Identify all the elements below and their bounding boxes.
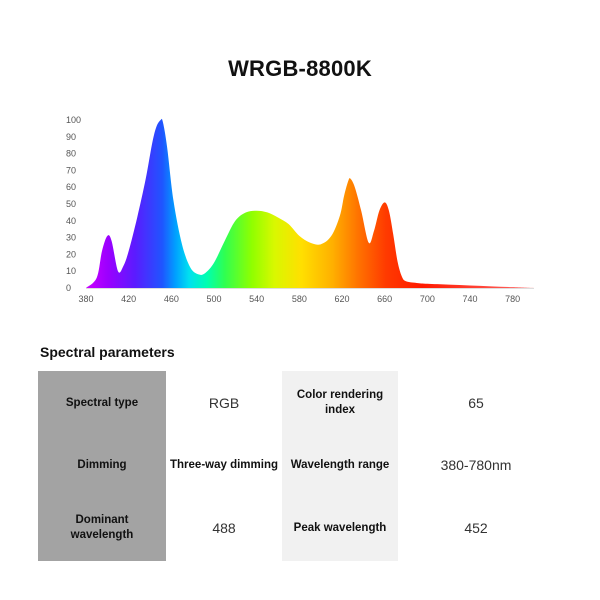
wavelength-range-value: 380-780nm — [440, 457, 512, 473]
x-tick-label: 780 — [505, 294, 520, 304]
y-tick-label: 10 — [66, 266, 76, 276]
peak-wavelength-label: Peak wavelength — [282, 495, 398, 561]
x-tick-label: 540 — [249, 294, 264, 304]
y-tick-label: 70 — [66, 165, 76, 175]
spectrum-area — [86, 118, 534, 289]
y-tick-label: 90 — [66, 132, 76, 142]
y-tick-label: 0 — [66, 283, 71, 293]
y-axis-ticks: 0 10 20 30 40 50 60 70 80 90 100 — [66, 115, 81, 293]
x-tick-label: 580 — [292, 294, 307, 304]
color-rendering-index-value: 65 — [468, 395, 484, 411]
page-title: WRGB-8800K — [228, 56, 372, 81]
dominant-wavelength-value: 488 — [212, 520, 236, 536]
x-tick-label: 660 — [377, 294, 392, 304]
y-tick-label: 60 — [66, 182, 76, 192]
spectral-type-label: Spectral type — [38, 371, 166, 435]
dimming-value: Three-way dimming — [170, 458, 278, 471]
peak-wavelength-value: 452 — [464, 520, 488, 536]
spectrum-chart: 0 10 20 30 40 50 60 70 80 90 100 380 420 460 500 540 58… — [66, 115, 534, 304]
wavelength-range-label: Wavelength range — [282, 435, 398, 495]
y-tick-label: 30 — [66, 233, 76, 243]
x-tick-label: 620 — [334, 294, 349, 304]
spectral-parameters-table: Spectral type RGB Color rendering index … — [38, 371, 554, 561]
y-tick-label: 80 — [66, 149, 76, 159]
x-tick-label: 500 — [206, 294, 221, 304]
section-title: Spectral parameters — [40, 344, 175, 360]
x-tick-label: 380 — [78, 294, 93, 304]
y-tick-label: 50 — [66, 199, 76, 209]
y-tick-label: 100 — [66, 115, 81, 125]
x-tick-label: 700 — [420, 294, 435, 304]
x-tick-label: 420 — [121, 294, 136, 304]
dominant-wavelength-label: Dominant wavelength — [38, 495, 166, 561]
y-tick-label: 20 — [66, 249, 76, 259]
spectral-type-value: RGB — [208, 395, 240, 411]
x-tick-label: 460 — [164, 294, 179, 304]
y-tick-label: 40 — [66, 216, 76, 226]
color-rendering-index-label: Color rendering index — [282, 371, 398, 435]
x-axis-ticks: 380 420 460 500 540 580 620 660 700 740 780 — [78, 294, 520, 304]
x-tick-label: 740 — [462, 294, 477, 304]
dimming-label: Dimming — [38, 435, 166, 495]
